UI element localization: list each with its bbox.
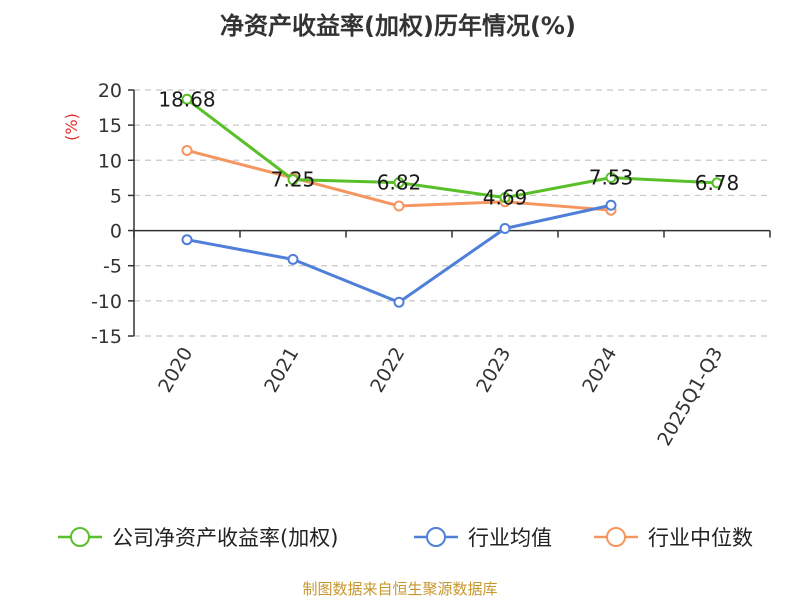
x-tick-label: 2021	[260, 344, 303, 397]
legend-label: 公司净资产收益率(加权)	[112, 526, 338, 550]
y-axis-unit: (%)	[62, 113, 81, 141]
data-point	[499, 222, 511, 234]
legend-marker	[606, 527, 626, 547]
axes: 20 15 10 5 0 -5 -10 -15 2020 2021 2022 2023 2024 2025…	[91, 80, 771, 450]
data-point	[181, 234, 193, 246]
data-label: 6.78	[695, 171, 740, 195]
data-point	[393, 200, 405, 212]
grid-lines	[134, 89, 770, 337]
y-tick-label: 10	[98, 150, 122, 172]
data-label: 7.25	[271, 168, 316, 192]
data-point	[605, 172, 617, 184]
data-labels: 18.68 7.25 6.82 4.69 7.53 6.78	[158, 87, 739, 209]
legend-label: 行业中位数	[648, 526, 753, 550]
data-point	[393, 296, 405, 308]
y-tick-label: 20	[98, 80, 122, 102]
data-label: 18.68	[158, 87, 215, 111]
y-tick-label: -5	[103, 256, 122, 278]
data-point	[287, 253, 299, 265]
source-note: 制图数据来自恒生聚源数据库	[302, 580, 497, 598]
data-label: 4.69	[483, 186, 528, 210]
y-tick-label: -10	[91, 291, 122, 313]
series-line	[186, 203, 612, 304]
x-tick-label: 2024	[578, 344, 621, 397]
y-tick-label: 15	[98, 115, 122, 137]
x-tick-label: 2020	[154, 344, 197, 397]
legend-marker	[70, 527, 90, 547]
y-tick-label: -15	[91, 326, 122, 348]
series-lines	[181, 93, 723, 308]
data-label: 6.82	[377, 171, 422, 195]
legend-label: 行业均值	[468, 526, 552, 550]
data-point	[499, 192, 511, 204]
data-point	[287, 174, 299, 186]
legend: 公司净资产收益率(加权) 行业均值 行业中位数	[58, 526, 753, 550]
data-point	[181, 93, 193, 105]
x-tick-label: 2023	[472, 344, 515, 397]
data-point	[181, 144, 193, 156]
y-tick-label: 5	[110, 185, 122, 207]
data-label: 7.53	[589, 166, 634, 190]
legend-marker	[426, 527, 446, 547]
y-tick-label: 0	[110, 221, 122, 243]
x-tick-label: 2022	[366, 344, 409, 397]
data-point	[393, 177, 405, 189]
data-point	[711, 177, 723, 189]
series-line	[186, 98, 718, 200]
x-tick-label: 2025Q1-Q3	[653, 344, 727, 450]
data-point	[605, 199, 617, 211]
chart-title: 净资产收益率(加权)历年情况(%)	[220, 12, 576, 40]
